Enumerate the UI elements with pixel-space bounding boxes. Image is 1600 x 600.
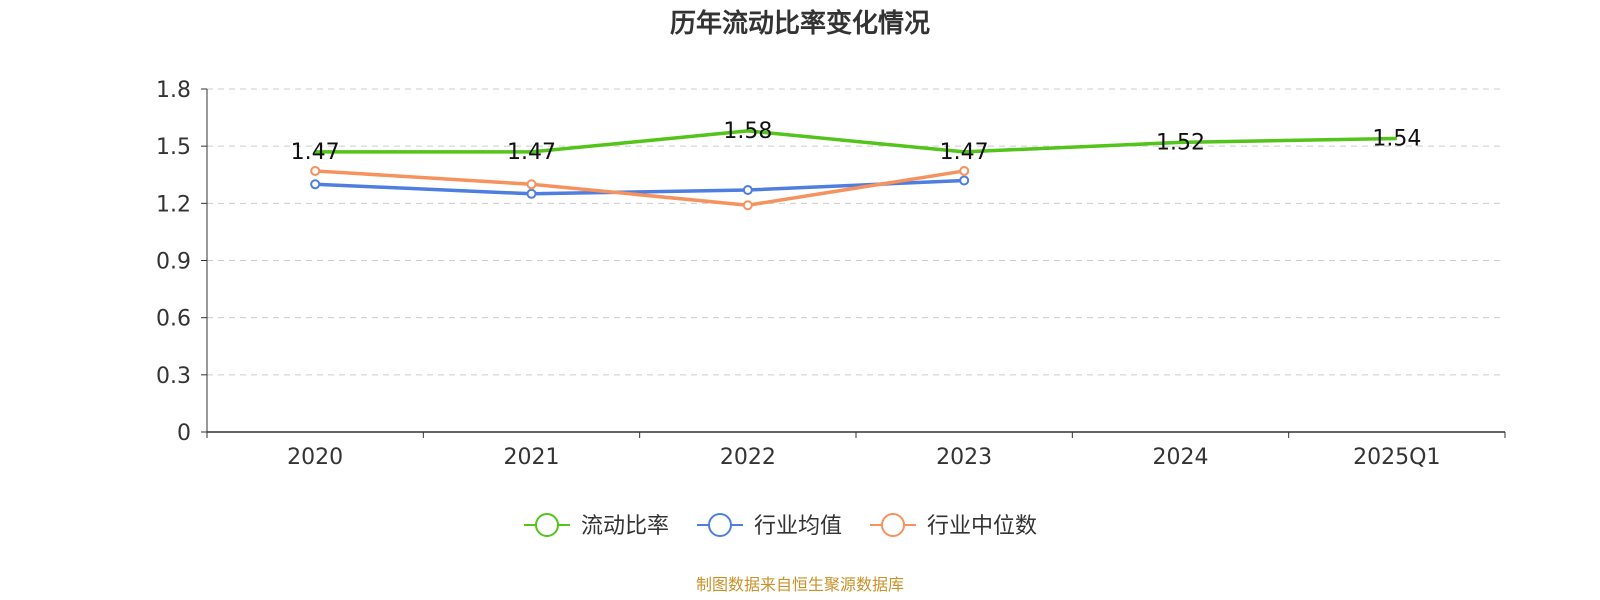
data-point [742, 184, 753, 195]
data-label: 1.47 [507, 140, 556, 165]
data-point [959, 165, 970, 176]
y-tick-label: 0.9 [156, 250, 191, 275]
series-line [315, 129, 1397, 154]
grid [207, 88, 1505, 376]
y-tick-label: 0 [177, 421, 191, 446]
x-tick-label: 2023 [936, 445, 992, 470]
y-tick-label: 0.3 [156, 364, 191, 389]
x-tick-label: 2022 [720, 445, 776, 470]
data-point [959, 175, 970, 186]
y-tick-label: 1.2 [156, 192, 191, 217]
data-label: 1.54 [1372, 127, 1421, 152]
data-label: 1.47 [940, 140, 989, 165]
y-tick-label: 1.5 [156, 135, 191, 160]
data-label: 1.47 [291, 140, 340, 165]
legend-label: 流动比率 [581, 514, 669, 539]
legend-label: 行业均值 [754, 514, 842, 539]
data-point [310, 179, 321, 190]
source-note: 制图数据来自恒生聚源数据库 [696, 575, 904, 594]
legend-item[interactable]: 行业均值 [697, 513, 842, 539]
x-tick-label: 2020 [287, 445, 343, 470]
legend-label: 行业中位数 [927, 514, 1037, 539]
series [310, 129, 1397, 211]
legend[interactable]: 流动比率 行业均值 行业中位数 [524, 513, 1037, 539]
legend-item[interactable]: 行业中位数 [870, 513, 1037, 539]
axes: 0 0.3 0.6 0.9 1.2 1.5 1.8 2020 2021 2022 2023 2024 2… [156, 78, 1506, 470]
legend-circle-icon [881, 513, 905, 537]
y-tick-label: 1.8 [156, 78, 191, 103]
x-tick-label: 2024 [1153, 445, 1209, 470]
data-point [742, 200, 753, 211]
x-tick-label: 2025Q1 [1353, 445, 1440, 470]
legend-circle-icon [708, 513, 732, 537]
series-line [315, 169, 965, 207]
data-point [526, 188, 537, 199]
chart-title: 历年流动比率变化情况 [670, 8, 930, 39]
data-label: 1.58 [723, 119, 772, 144]
x-tick-label: 2021 [504, 445, 560, 470]
data-point [526, 179, 537, 190]
data-point [310, 165, 321, 176]
data-labels: 1.47 1.47 1.58 1.47 1.52 1.54 [291, 119, 1422, 165]
legend-circle-icon [535, 513, 559, 537]
legend-item[interactable]: 流动比率 [524, 513, 669, 539]
y-tick-label: 0.6 [156, 307, 191, 332]
data-label: 1.52 [1156, 130, 1205, 155]
series-line [315, 178, 965, 196]
